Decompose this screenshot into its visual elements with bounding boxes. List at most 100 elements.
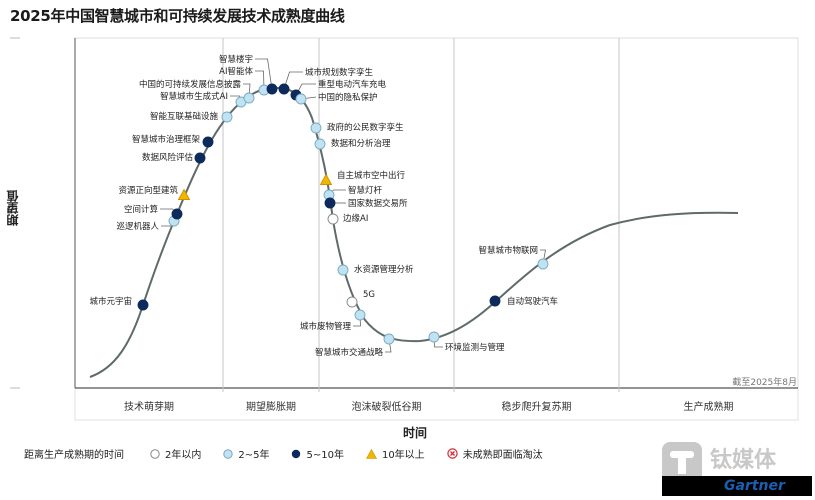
phase-label: 技术萌芽期 [124, 402, 174, 413]
technology-label: 5G [363, 290, 375, 300]
technology-point: 智慧灯杆 [323, 185, 383, 201]
technology-point: 数据和分析治理 [314, 138, 391, 150]
technology-label: 智慧城市生成式AI [160, 91, 228, 102]
circle-marker-icon [354, 309, 366, 321]
technology-label: 智慧城市交通战略 [315, 347, 384, 358]
circle-marker-icon [327, 213, 339, 225]
technology-label: 环境监测与管理 [445, 342, 505, 353]
circle-marker-icon [346, 296, 358, 308]
leader-line [255, 58, 273, 90]
yellow-triangle-icon [365, 448, 377, 459]
phase-label: 稳步爬升复苏期 [501, 402, 572, 413]
hype-cycle-chart: 城市元宇宙 巡逻机器人 空间计算 资源正向型建筑 数据风险评估 智慧城市治理框架 智能互联基… [10, 37, 799, 421]
technology-point: 资源正向型建筑 [118, 185, 191, 200]
technology-label: 重型电动汽车充电 [318, 79, 387, 90]
technology-point: 智慧楼宇 [219, 54, 278, 95]
circle-marker-icon [202, 136, 214, 148]
technology-label: 水资源管理分析 [354, 264, 414, 275]
light-blue-circle-icon [223, 448, 234, 459]
technology-point: 智能互联基础设施 [150, 111, 233, 123]
legend-title: 距离生产成熟期的时间 [24, 450, 124, 461]
technology-label: 城市规划数字孪生 [305, 67, 374, 78]
x-axis-label: 时间 [403, 426, 428, 440]
phase-label: 泡沫破裂低谷期 [351, 402, 422, 413]
circle-marker-icon [221, 111, 233, 123]
technology-label: 中国的隐私保护 [318, 92, 378, 103]
phase-label: 期望膨胀期 [246, 402, 296, 413]
technology-label: 数据风险评估 [142, 152, 194, 163]
circle-marker-icon [243, 92, 255, 104]
circle-marker-icon [295, 93, 307, 105]
technology-label: 国家数据交易所 [348, 198, 408, 209]
circle-marker-icon [194, 152, 206, 164]
technology-point: AI智能体 [219, 66, 270, 96]
legend-label: 未成熟即面临淘汰 [462, 450, 543, 461]
technology-point: 自主城市空中出行 [319, 170, 406, 185]
circle-marker-icon [314, 138, 326, 150]
technology-label: 边缘AI [343, 213, 368, 224]
circle-marker-icon [489, 295, 501, 307]
technology-label: AI智能体 [219, 66, 253, 77]
legend-label: 2~5年 [238, 450, 270, 461]
circle-marker-icon [324, 197, 336, 209]
legend-item-2to5: 2~5年 [223, 446, 269, 461]
technology-point: 边缘AI [327, 213, 368, 225]
triangle-marker-icon [177, 188, 191, 200]
technology-label: 自动驾驶汽车 [507, 296, 558, 307]
technology-point: 空间计算 [124, 204, 183, 220]
technology-point: 5G [346, 290, 375, 308]
leader-line [255, 70, 265, 91]
red-x-circle-icon [446, 448, 458, 459]
technology-points: 城市元宇宙 巡逻机器人 空间计算 资源正向型建筑 数据风险评估 智慧城市治理框架 智能互联基… [89, 54, 558, 358]
circle-marker-icon [266, 83, 278, 95]
leader-line [283, 71, 303, 90]
watermark-brand: 钛媒体 [710, 448, 777, 473]
circle-marker-icon [278, 83, 290, 95]
technology-point: 智慧城市物联网 [478, 245, 549, 270]
technology-point: 水资源管理分析 [337, 264, 414, 276]
technology-label: 巡逻机器人 [116, 221, 159, 232]
circle-marker-icon [383, 333, 395, 345]
legend-label: 2年以内 [165, 450, 202, 461]
circle-marker-icon [337, 264, 349, 276]
technology-label: 政府的公民数字孪生 [327, 122, 404, 133]
as-of-date: 截至2025年8月 [732, 378, 797, 388]
technology-label: 城市废物管理 [300, 321, 352, 332]
circle-marker-icon [310, 122, 322, 134]
watermark-bar [662, 476, 812, 496]
technology-label: 智慧城市物联网 [478, 245, 538, 256]
legend-label: 10年以上 [381, 450, 425, 461]
technology-point: 环境监测与管理 [428, 331, 505, 353]
legend-item-lt2: 2年以内 [150, 446, 201, 461]
technology-point: 中国的隐私保护 [295, 92, 378, 105]
legend-label: 5~10年 [306, 450, 344, 461]
legend-item-obsolete: 未成熟即面临淘汰 [446, 446, 543, 461]
technology-label: 资源正向型建筑 [118, 185, 178, 196]
circle-marker-icon [537, 258, 549, 270]
chart-title: 2025年中国智慧城市和可持续发展技术成熟度曲线 [10, 7, 345, 25]
technology-label: 智慧楼宇 [219, 54, 253, 65]
legend-item-gt10: 10年以上 [365, 446, 425, 461]
phase-dividers [222, 38, 620, 392]
phase-label: 生产成熟期 [683, 402, 734, 413]
gartner-logo: Gartner [724, 478, 785, 494]
circle-marker-icon [137, 299, 149, 311]
circle-marker-icon [171, 208, 183, 220]
circle-marker-icon [428, 331, 440, 343]
watermark: 钛媒体 Gartner [662, 440, 812, 498]
technology-label: 中国的可持续发展信息披露 [139, 79, 242, 90]
technology-label: 城市元宇宙 [89, 296, 132, 307]
tmt-logo-icon [662, 442, 702, 482]
technology-point: 城市废物管理 [300, 309, 366, 332]
technology-point: 智慧城市治理框架 [132, 134, 214, 148]
technology-label: 空间计算 [124, 204, 159, 215]
hollow-circle-icon [150, 448, 160, 459]
legend-item-5to10: 5~10年 [291, 446, 344, 461]
technology-point: 国家数据交易所 [324, 197, 408, 209]
navy-circle-icon [292, 449, 301, 458]
technology-point: 中国的可持续发展信息披露 [139, 79, 255, 104]
technology-point: 数据风险评估 [142, 152, 206, 164]
technology-point: 政府的公民数字孪生 [310, 122, 404, 134]
triangle-marker-icon [319, 173, 333, 185]
technology-point: 城市规划数字孪生 [278, 67, 374, 95]
